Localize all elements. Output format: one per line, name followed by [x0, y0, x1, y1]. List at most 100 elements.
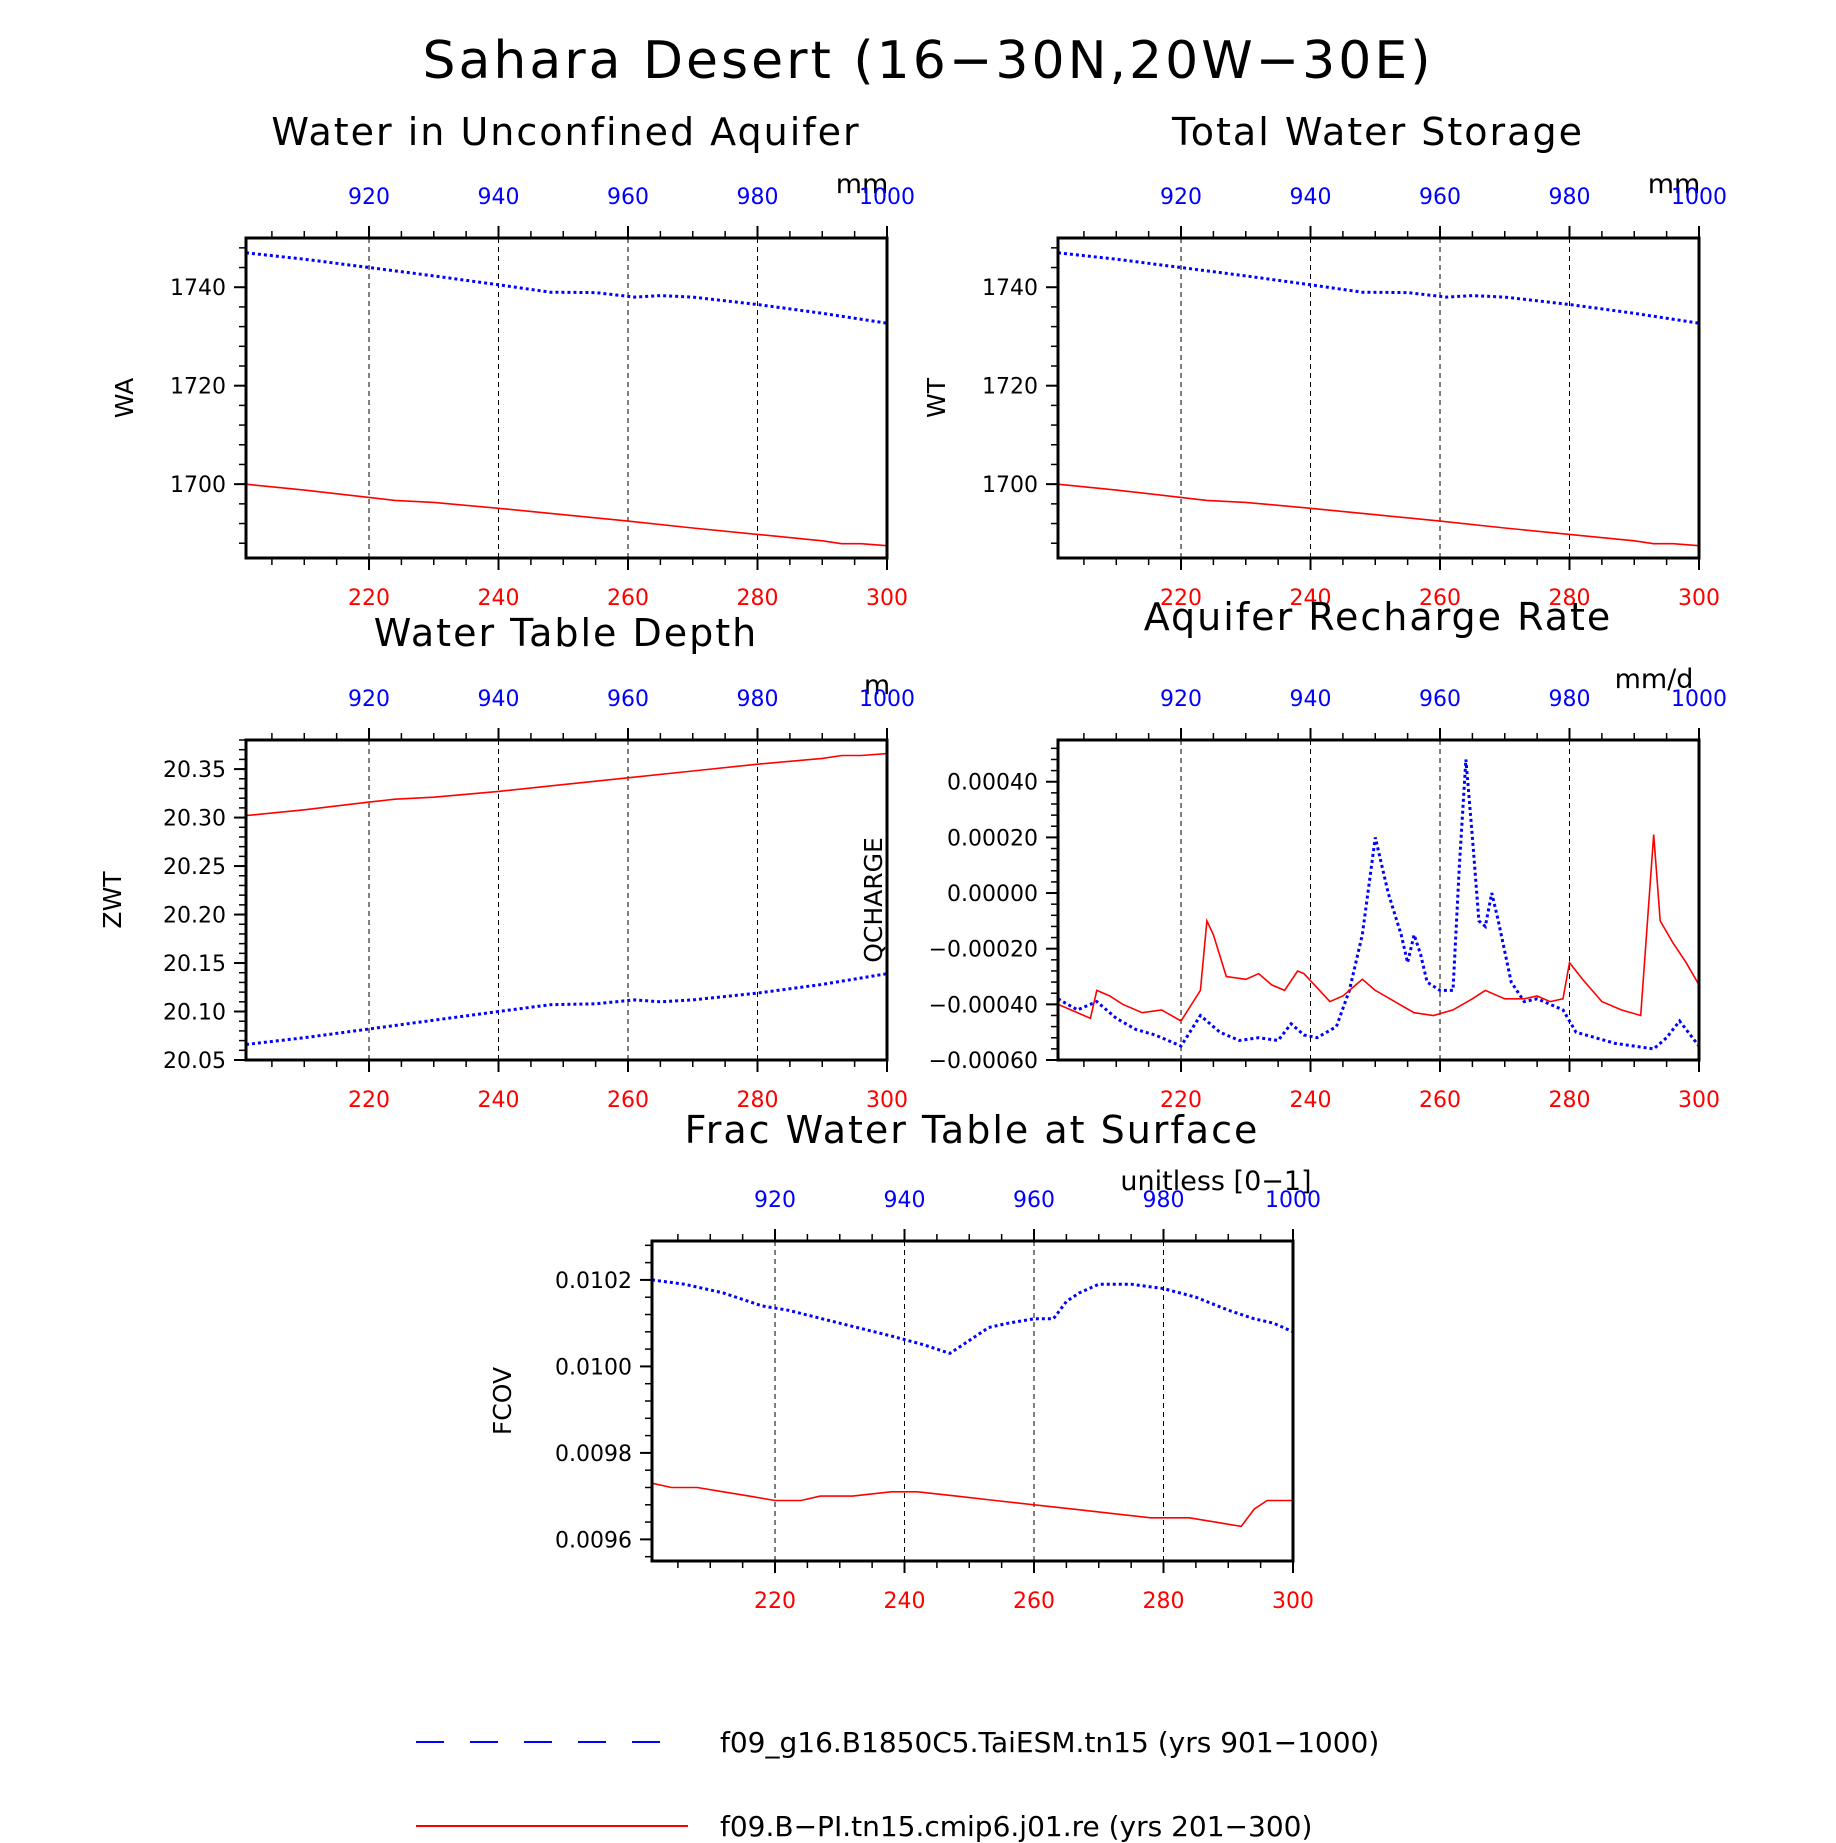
- series-line-case2: [1057, 483, 1700, 547]
- panel-1: Water in Unconfined Aquifer mm 1700 1720 174…: [110, 110, 915, 611]
- plot-frame: [1056, 236, 1701, 560]
- x-top-tick-label: 940: [478, 185, 520, 210]
- x-bottom-tick-label: 220: [754, 1589, 796, 1614]
- x-bottom-tick-label: 260: [1419, 586, 1461, 611]
- x-top-tick-label: 920: [1160, 185, 1202, 210]
- y-tick-label: 20.30: [163, 807, 226, 832]
- x-bottom-tick-label: 240: [884, 1589, 926, 1614]
- panel-title: Total Water Storage: [1171, 110, 1584, 154]
- x-top-tick-label: 940: [884, 1188, 926, 1213]
- y-axis-label: FCOV: [488, 1367, 517, 1435]
- series-line-case1: [651, 1278, 1294, 1356]
- series-line-case1: [245, 251, 888, 325]
- x-top-tick-label: 1000: [859, 185, 915, 210]
- units-label: m: [864, 670, 890, 701]
- x-bottom-tick-label: 240: [1290, 1088, 1332, 1113]
- x-top-tick-label: 940: [1290, 185, 1332, 210]
- y-tick-label: 1720: [170, 375, 226, 400]
- y-tick-label: −0.00020: [929, 938, 1038, 963]
- series-line-case2: [245, 483, 888, 547]
- x-bottom-tick-label: 300: [1272, 1589, 1314, 1614]
- y-tick-label: 1720: [982, 375, 1038, 400]
- units-label: mm: [1648, 169, 1701, 200]
- units-label: unitless [0−1]: [1120, 1166, 1311, 1197]
- plot-frame: [244, 738, 889, 1062]
- units-label: mm/d: [1615, 664, 1694, 695]
- y-axis-label: WA: [110, 378, 139, 418]
- x-top-tick-label: 940: [478, 687, 520, 712]
- units-label: mm: [836, 169, 889, 200]
- plot-frame: [244, 236, 889, 560]
- legend-label-case2: f09.B−PI.tn15.cmip6.j01.re (yrs 201−300): [720, 1810, 1312, 1843]
- x-bottom-tick-label: 260: [607, 586, 649, 611]
- y-tick-label: 20.35: [163, 758, 226, 783]
- y-tick-label: 20.15: [163, 952, 226, 977]
- series-line-case2: [245, 752, 888, 817]
- y-tick-label: 20.25: [163, 855, 226, 880]
- x-bottom-tick-label: 220: [348, 586, 390, 611]
- panel-5: Frac Water Table at Surface unitless [0−1…: [488, 1108, 1321, 1614]
- x-bottom-tick-label: 260: [607, 1088, 649, 1113]
- y-tick-label: 20.10: [163, 1001, 226, 1026]
- figure-title: Sahara Desert (16−30N,20W−30E): [423, 31, 1434, 91]
- x-bottom-tick-label: 220: [1160, 1088, 1202, 1113]
- x-top-tick-label: 1000: [859, 687, 915, 712]
- y-tick-label: 1740: [170, 276, 226, 301]
- y-axis-label: QCHARGE: [859, 837, 888, 963]
- x-top-tick-label: 960: [607, 687, 649, 712]
- y-tick-label: 1700: [170, 473, 226, 498]
- x-bottom-tick-label: 260: [1419, 1088, 1461, 1113]
- legend: f09_g16.B1850C5.TaiESM.tn15 (yrs 901−100…: [416, 1726, 1379, 1843]
- y-tick-label: 1740: [982, 276, 1038, 301]
- plot-frame: [650, 1239, 1295, 1563]
- x-top-tick-label: 1000: [1671, 185, 1727, 210]
- x-top-tick-label: 980: [1143, 1188, 1185, 1213]
- x-top-tick-label: 960: [607, 185, 649, 210]
- x-top-tick-label: 960: [1419, 687, 1461, 712]
- x-bottom-tick-label: 240: [1290, 586, 1332, 611]
- x-top-tick-label: 920: [348, 687, 390, 712]
- series-line-case2: [1057, 834, 1700, 1023]
- y-axis-label: WT: [922, 377, 951, 418]
- x-top-tick-label: 920: [754, 1188, 796, 1213]
- panel-title: Aquifer Recharge Rate: [1144, 595, 1613, 639]
- x-bottom-tick-label: 240: [478, 1088, 520, 1113]
- x-bottom-tick-label: 300: [1678, 1088, 1720, 1113]
- x-top-tick-label: 980: [1549, 185, 1591, 210]
- y-tick-label: 0.00020: [947, 826, 1038, 851]
- x-bottom-tick-label: 220: [348, 1088, 390, 1113]
- x-bottom-tick-label: 300: [866, 586, 908, 611]
- series-line-case1: [245, 972, 888, 1046]
- series-line-case1: [1057, 251, 1700, 325]
- x-bottom-tick-label: 280: [1549, 1088, 1591, 1113]
- x-top-tick-label: 1000: [1671, 687, 1727, 712]
- legend-label-case1: f09_g16.B1850C5.TaiESM.tn15 (yrs 901−100…: [720, 1726, 1379, 1759]
- x-bottom-tick-label: 300: [866, 1088, 908, 1113]
- x-top-tick-label: 960: [1419, 185, 1461, 210]
- x-bottom-tick-label: 280: [737, 1088, 779, 1113]
- panel-2: Total Water Storage mm 1700 1720 1740 220 240 2…: [922, 110, 1727, 611]
- x-bottom-tick-label: 280: [1143, 1589, 1185, 1614]
- x-bottom-tick-label: 240: [478, 586, 520, 611]
- x-top-tick-label: 980: [737, 185, 779, 210]
- x-bottom-tick-label: 280: [1549, 586, 1591, 611]
- y-tick-label: 20.20: [163, 904, 226, 929]
- y-tick-label: 1700: [982, 473, 1038, 498]
- x-bottom-tick-label: 280: [737, 586, 779, 611]
- panels: Water in Unconfined Aquifer mm 1700 1720 174…: [98, 110, 1727, 1614]
- x-top-tick-label: 940: [1290, 687, 1332, 712]
- x-top-tick-label: 980: [1549, 687, 1591, 712]
- panel-title: Frac Water Table at Surface: [685, 1108, 1260, 1152]
- y-tick-label: 0.00000: [947, 882, 1038, 907]
- x-bottom-tick-label: 220: [1160, 586, 1202, 611]
- x-top-tick-label: 960: [1013, 1188, 1055, 1213]
- y-tick-label: 0.00040: [947, 771, 1038, 796]
- panel-title: Water in Unconfined Aquifer: [271, 110, 860, 154]
- y-tick-label: −0.00060: [929, 1049, 1038, 1074]
- plot-frame: [1056, 738, 1701, 1062]
- x-top-tick-label: 920: [348, 185, 390, 210]
- x-top-tick-label: 1000: [1265, 1188, 1321, 1213]
- y-tick-label: 0.0098: [555, 1442, 632, 1467]
